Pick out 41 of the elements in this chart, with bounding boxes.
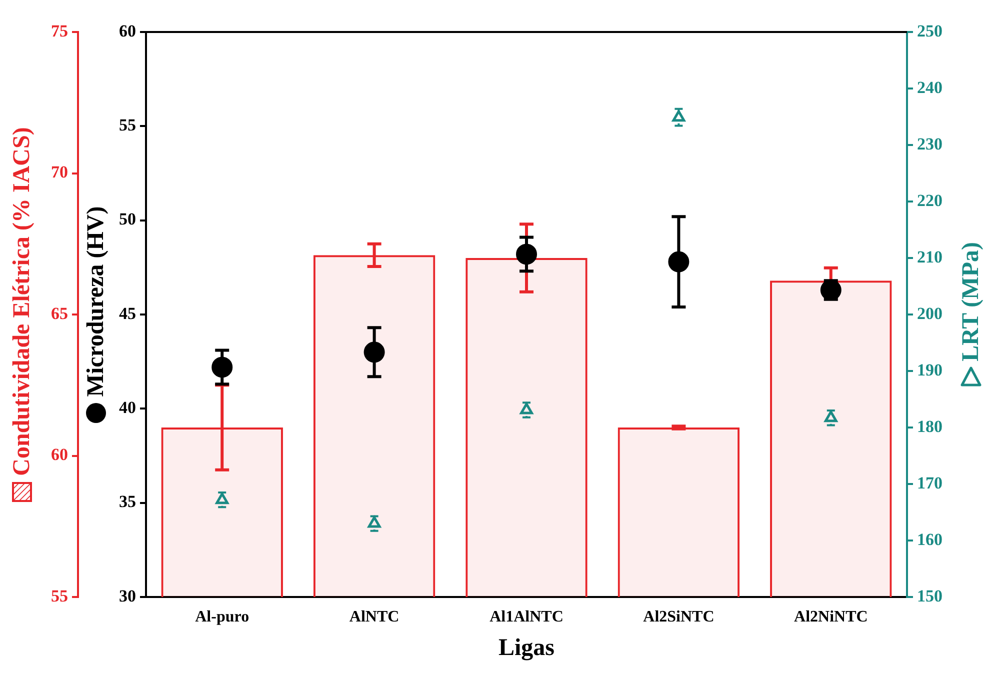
point [672, 110, 686, 122]
y-tick-label: 30 [119, 586, 136, 606]
point [212, 356, 233, 378]
y-tick-label: 35 [119, 492, 136, 512]
x-axis-title: Ligas [498, 634, 555, 661]
y3-tick-label: 75 [51, 21, 68, 40]
y3-tick-label: 65 [51, 304, 68, 323]
y3-tick-label: 70 [51, 162, 68, 182]
y3-tick-label: 60 [51, 445, 68, 464]
y2-tick-label: 230 [917, 134, 942, 154]
y2-tick-label: 220 [917, 190, 942, 210]
y2-tick-label: 160 [917, 530, 942, 549]
y2-axis-title: LRT (MPa) [958, 242, 984, 362]
x-tick-label: Al1AlNTC [490, 608, 564, 626]
y-tick-label: 45 [119, 304, 136, 323]
point [516, 244, 537, 265]
y2-tick-label: 210 [917, 247, 942, 266]
point [364, 342, 385, 363]
y-tick-label: 55 [119, 116, 136, 135]
x-tick-label: Al-puro [195, 608, 250, 626]
y-tick-label: 60 [119, 21, 136, 40]
point [216, 492, 229, 504]
y-tick-label: 50 [119, 210, 136, 229]
y2-tick-label: 190 [917, 360, 942, 380]
y2-tick-label: 250 [917, 21, 942, 40]
x-tick-label: AlNTC [349, 608, 400, 626]
y2-tick-label: 180 [917, 416, 942, 436]
x-tick-label: Al2SiNTC [643, 608, 714, 626]
y2-tick-label: 200 [917, 304, 942, 323]
point [368, 516, 381, 528]
x-tick-label: Al2NiNTC [794, 608, 868, 626]
y2-tick-label: 240 [917, 78, 942, 97]
y-tick-label: 40 [119, 398, 136, 418]
y2-tick-label: 150 [917, 586, 942, 606]
point [824, 410, 838, 422]
point [668, 251, 690, 272]
y2-tick-label: 170 [917, 473, 942, 492]
y3-tick-label: 55 [51, 586, 68, 606]
point [520, 402, 533, 414]
y3-axis-title: Condutividade Elétrica (% IACS) [9, 127, 36, 476]
y-axis-title: Microdureza (HV) [83, 206, 110, 397]
